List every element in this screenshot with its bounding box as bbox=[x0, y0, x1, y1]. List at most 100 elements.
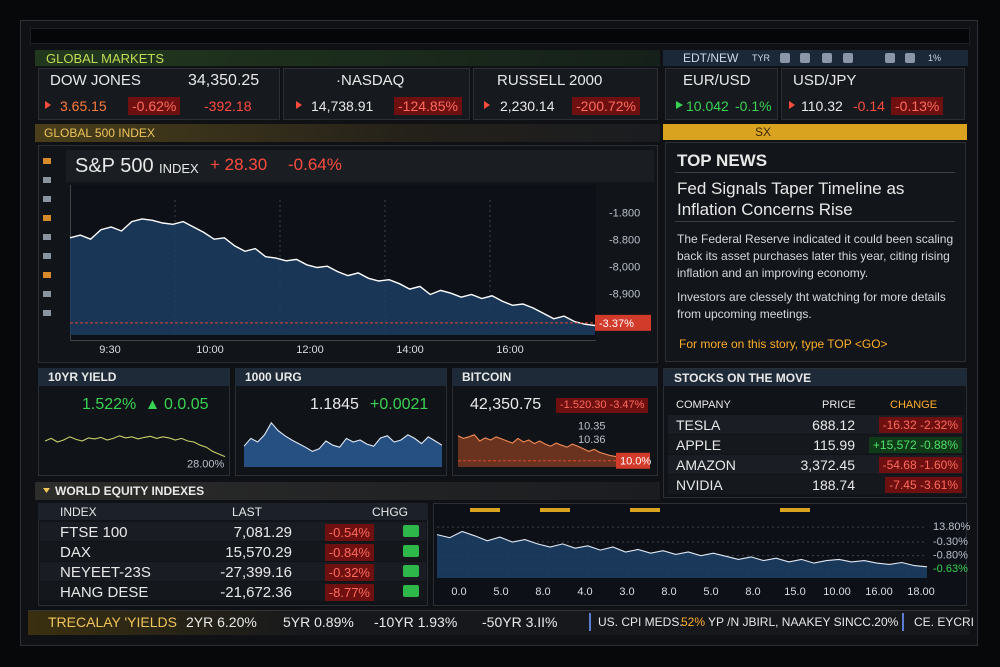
panel-title: 10YR YIELD bbox=[48, 370, 117, 384]
y-tick-label: -8,000 bbox=[609, 261, 640, 273]
side-icon bbox=[43, 291, 51, 297]
news-title: TOP NEWS bbox=[677, 151, 768, 170]
fx-name: USD/JPY bbox=[793, 72, 857, 89]
panel-header bbox=[38, 368, 230, 386]
x-tick-label: 10:00 bbox=[196, 344, 224, 356]
status-square bbox=[403, 525, 419, 537]
header-icon bbox=[843, 53, 853, 63]
news-banner bbox=[663, 124, 967, 140]
reference-tag bbox=[595, 314, 651, 331]
ticker-news-highlight: 52% bbox=[681, 615, 706, 629]
chart-band bbox=[780, 508, 810, 512]
ticker-item: 5YR 0.89% bbox=[283, 614, 354, 630]
x-tick-label: 16:00 bbox=[496, 344, 524, 356]
ticker-item: -50YR 3.II% bbox=[482, 614, 558, 630]
fx-change: -0.14 bbox=[853, 98, 885, 114]
down-arrow bbox=[789, 101, 795, 109]
chart: 10.35 10.36 10.0% bbox=[457, 420, 651, 469]
news-divider bbox=[675, 221, 955, 222]
equity-last: -27,399.16 bbox=[220, 564, 292, 581]
chart: -1.800 -8.800 -8,000 -8,900 -3.37% 9:30 10:00 1… bbox=[69, 200, 651, 356]
x-tick-label: 14:00 bbox=[396, 344, 424, 356]
side-icon bbox=[43, 234, 51, 240]
ticker-last: 14,738.91 bbox=[311, 98, 374, 114]
equity-change: -0.32% bbox=[324, 564, 374, 581]
ticker-news: US. CPI MEDS. bbox=[598, 615, 683, 629]
equity-name: FTSE 100 bbox=[60, 524, 128, 541]
stock-name: TESLA bbox=[676, 417, 721, 433]
side-icon bbox=[43, 196, 51, 202]
area bbox=[70, 218, 595, 335]
side-icon bbox=[43, 272, 51, 278]
ticker-divider bbox=[902, 613, 904, 631]
stock-name: NVIDIA bbox=[676, 477, 723, 493]
stocks-column: PRICE bbox=[822, 399, 856, 411]
side-icon bbox=[43, 215, 51, 221]
sp-suffix: INDEX bbox=[159, 161, 199, 176]
fx-pct: -0.13% bbox=[891, 97, 944, 115]
news-paragraph: Investors are clessely tht watching for … bbox=[677, 290, 946, 321]
x-tick-label: 12:00 bbox=[296, 344, 324, 356]
up-arrow bbox=[676, 101, 683, 109]
equity-column: LAST bbox=[232, 505, 263, 519]
fx-last: 110.32 bbox=[801, 98, 843, 114]
fx-last: 10.042 bbox=[686, 98, 729, 114]
line bbox=[243, 421, 443, 453]
line bbox=[457, 434, 617, 458]
chart-band bbox=[630, 508, 660, 512]
sp-change: + 28.30 bbox=[210, 155, 268, 174]
stock-price: 115.99 bbox=[813, 437, 855, 453]
ticker-divider bbox=[589, 613, 591, 631]
reference-label: -3.37% bbox=[599, 318, 634, 330]
panel-header bbox=[452, 368, 658, 386]
ticker-item: 2YR 6.20% bbox=[186, 614, 257, 630]
area bbox=[437, 531, 927, 578]
stock-name: APPLE bbox=[676, 437, 722, 453]
reference-label: 10.0% bbox=[620, 456, 651, 468]
reference-tag bbox=[616, 452, 650, 469]
x-tick-label: 9:30 bbox=[99, 344, 120, 356]
y-tick-label: 13.80% bbox=[933, 521, 971, 533]
ticker-last: 3.65.15 bbox=[60, 98, 107, 114]
panel-change: +0.0021 bbox=[370, 396, 429, 413]
panel-change: -1.520.30 -3.47% bbox=[556, 398, 649, 413]
down-arrow bbox=[296, 101, 302, 109]
line bbox=[436, 530, 928, 568]
sp-name: S&P 500 bbox=[75, 155, 154, 177]
down-arrow bbox=[484, 101, 490, 109]
stocks-title: STOCKS ON THE MOVE bbox=[674, 371, 812, 385]
x-tick-label: 10.00 bbox=[823, 586, 851, 598]
line bbox=[44, 435, 226, 458]
y-tick-label: -1.800 bbox=[609, 207, 640, 219]
equity-column: INDEX bbox=[60, 505, 97, 519]
x-tick-label: 0.0 bbox=[451, 586, 466, 598]
side-icon bbox=[43, 310, 51, 316]
y-tick-label: -0.30% bbox=[933, 536, 968, 548]
area bbox=[244, 422, 442, 467]
header-status: EDT/NEW bbox=[683, 51, 739, 65]
header-icon bbox=[780, 53, 790, 63]
stock-price: 3,372.45 bbox=[800, 457, 856, 473]
header-icon bbox=[905, 53, 915, 63]
equity-header bbox=[38, 503, 428, 520]
up-arrow bbox=[148, 400, 157, 409]
stocks-column: CHANGE bbox=[890, 399, 938, 411]
stocks-column: COMPANY bbox=[676, 399, 731, 411]
header-code: 1% bbox=[928, 53, 942, 63]
chart bbox=[243, 421, 443, 467]
y-tick-label: -8,900 bbox=[609, 288, 640, 300]
news-headline: Fed Signals Taper Timeline as Inflation … bbox=[677, 179, 905, 219]
x-tick-label: 5.0 bbox=[493, 586, 508, 598]
panel-value: 1.522% bbox=[82, 396, 137, 413]
equity-name: NEYEET-23S bbox=[60, 564, 151, 581]
panel bbox=[38, 368, 230, 476]
top-strip bbox=[30, 28, 970, 44]
x-tick-label: 8.0 bbox=[745, 586, 760, 598]
x-tick-label: 15.0 bbox=[784, 586, 805, 598]
x-tick-label: 16.00 bbox=[865, 586, 893, 598]
side-icon bbox=[43, 253, 51, 259]
stock-price: 688.12 bbox=[812, 417, 855, 433]
ticker-cell bbox=[781, 68, 965, 120]
equity-last: -21,672.36 bbox=[220, 584, 292, 601]
ticker-name: RUSSELL 2000 bbox=[497, 72, 603, 89]
